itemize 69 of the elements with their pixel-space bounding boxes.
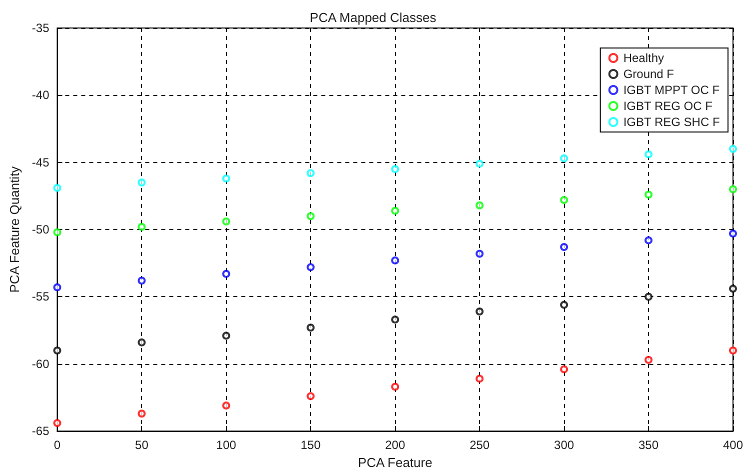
point <box>644 292 653 301</box>
x-tick-label: 150 <box>300 438 321 452</box>
point <box>53 228 62 236</box>
y-tick-label: -40 <box>32 88 50 102</box>
point <box>476 308 484 316</box>
point <box>222 402 230 410</box>
x-tick-label: 50 <box>135 438 149 452</box>
point <box>476 250 484 258</box>
point <box>560 300 568 309</box>
x-tick-label: 200 <box>385 438 406 452</box>
y-tick-label: -65 <box>32 424 50 438</box>
point <box>728 346 737 354</box>
point <box>391 256 400 264</box>
point <box>476 160 484 168</box>
point <box>306 212 315 220</box>
point <box>53 184 62 192</box>
point <box>222 270 230 278</box>
x-tick-label: 350 <box>638 438 659 452</box>
point <box>560 196 568 204</box>
point <box>138 222 146 231</box>
point <box>644 356 653 364</box>
y-axis-title: PCA Feature Quantity <box>7 166 22 293</box>
point <box>53 346 62 354</box>
legend-label: Ground F <box>623 67 674 81</box>
chart-title: PCA Mapped Classes <box>310 10 437 25</box>
point <box>728 144 737 153</box>
point <box>728 284 737 293</box>
legend-label: Healthy <box>623 51 664 65</box>
point <box>138 276 146 285</box>
point <box>644 236 653 244</box>
point <box>222 217 230 226</box>
x-tick-label: 0 <box>54 438 61 452</box>
legend-label: IGBT MPPT OC F <box>623 83 720 97</box>
legend-label: IGBT REG OC F <box>623 99 712 113</box>
point <box>391 316 400 324</box>
point <box>306 169 315 178</box>
legend-label: IGBT REG SHC F <box>623 115 720 129</box>
point <box>560 154 568 162</box>
y-tick-label: -35 <box>32 21 50 35</box>
point <box>391 165 400 174</box>
y-tick-label: -45 <box>32 155 50 170</box>
x-tick-label: 250 <box>470 438 490 452</box>
point <box>560 243 568 252</box>
x-tick-label: 300 <box>554 438 574 452</box>
point <box>644 150 653 158</box>
point <box>222 332 230 340</box>
x-axis-title: PCA Feature <box>358 455 432 470</box>
point <box>476 201 484 210</box>
y-tick-label: -50 <box>32 222 50 237</box>
point <box>391 206 400 215</box>
y-tick-label: -55 <box>32 290 50 304</box>
point <box>306 324 315 332</box>
point <box>222 174 230 182</box>
point <box>728 185 737 194</box>
point <box>476 374 484 383</box>
point <box>138 338 146 346</box>
point <box>138 410 146 418</box>
point <box>53 419 62 428</box>
point <box>391 382 400 391</box>
point <box>306 392 315 400</box>
point <box>138 178 146 187</box>
point <box>728 230 737 238</box>
point <box>306 263 315 272</box>
point <box>53 283 62 292</box>
point <box>560 365 568 374</box>
x-tick-label: 400 <box>722 438 744 452</box>
x-tick-label: 100 <box>216 438 237 452</box>
point <box>644 190 653 199</box>
y-tick-label: -60 <box>32 356 50 371</box>
